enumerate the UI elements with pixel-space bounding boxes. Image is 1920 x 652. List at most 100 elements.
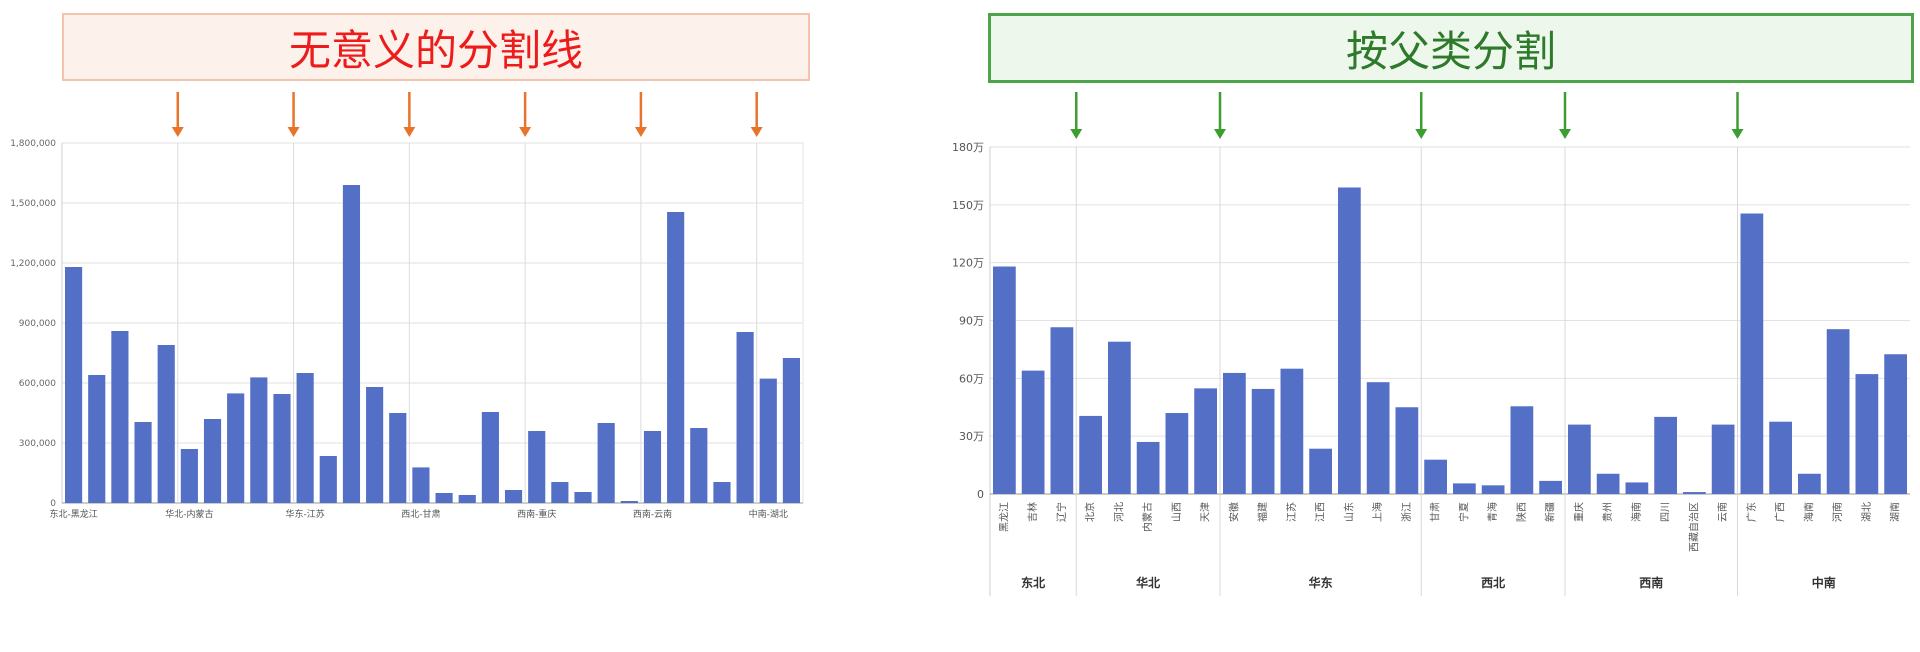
left-bar — [296, 373, 314, 503]
left-bar — [690, 428, 708, 503]
right-x-tick-label: 辽宁 — [1055, 502, 1068, 522]
left-y-tick-label: 1,500,000 — [10, 199, 56, 209]
right-group-arrow — [1559, 92, 1571, 139]
right-x-tick-label: 陕西 — [1515, 502, 1528, 522]
right-x-tick-label: 天津 — [1200, 502, 1212, 522]
right-x-tick-label: 海南 — [1802, 502, 1815, 522]
left-x-tick-label: 华北-内蒙古 — [165, 508, 213, 520]
right-y-tick-label: 60万 — [959, 372, 984, 385]
right-x-tick-label: 河北 — [1113, 502, 1125, 522]
right-x-tick-label: 黑龙江 — [997, 502, 1010, 532]
right-bar — [1338, 187, 1361, 494]
left-y-tick-label: 600,000 — [19, 379, 56, 389]
right-bar — [1855, 374, 1879, 494]
left-divider-arrow — [403, 92, 416, 137]
right-bar — [1079, 415, 1102, 494]
right-bar — [1309, 448, 1332, 494]
right-bar — [1568, 424, 1591, 494]
left-x-tick-label: 中南-湖北 — [749, 508, 788, 520]
right-title: 按父类分割 — [988, 13, 1914, 83]
right-x-tick-label: 上海 — [1371, 502, 1384, 522]
left-bar — [551, 482, 569, 503]
left-bar — [134, 422, 152, 503]
right-bar — [1366, 382, 1390, 494]
left-bar — [528, 431, 546, 503]
left-divider-arrow — [750, 92, 763, 137]
right-group-arrow — [1415, 92, 1428, 139]
right-group-arrow — [1731, 92, 1744, 139]
right-x-tick-label: 江西 — [1315, 502, 1327, 522]
left-bar — [574, 492, 592, 503]
left-divider-arrow — [519, 92, 532, 137]
left-bar — [481, 412, 499, 503]
left-bar — [366, 387, 384, 503]
right-y-tick-label: 90万 — [959, 315, 984, 328]
right-group-label: 华东 — [1309, 575, 1333, 590]
right-bar — [1136, 441, 1160, 494]
left-bar — [412, 467, 430, 503]
right-x-tick-label: 四川 — [1661, 502, 1672, 522]
right-bar — [1769, 421, 1792, 494]
right-x-tick-label: 浙江 — [1401, 502, 1413, 522]
right-y-tick-label: 150万 — [952, 199, 984, 212]
right-bar — [1251, 388, 1275, 494]
left-bar — [227, 393, 245, 503]
right-bar — [1510, 406, 1534, 494]
left-bar — [157, 345, 175, 503]
left-divider-arrow — [634, 92, 647, 137]
right-group-label: 东北 — [1021, 575, 1045, 590]
right-bar — [1050, 327, 1074, 494]
right-y-tick-label: 30万 — [959, 430, 984, 443]
right-x-tick-label: 海南 — [1630, 502, 1643, 522]
right-bar — [1654, 416, 1677, 494]
right-bar — [1596, 473, 1620, 494]
left-bar — [435, 493, 453, 503]
right-x-tick-label: 广东 — [1745, 502, 1758, 522]
left-bar — [319, 456, 337, 503]
left-x-tick-label: 西南-重庆 — [517, 508, 556, 520]
right-group-label: 华北 — [1136, 575, 1160, 590]
right-bar — [1826, 329, 1850, 494]
right-y-tick-label: 120万 — [952, 257, 984, 270]
right-bar — [1108, 341, 1131, 494]
right-x-tick-label: 云南 — [1716, 502, 1729, 522]
right-x-tick-label: 福建 — [1256, 502, 1269, 522]
left-bar — [458, 495, 476, 503]
right-bar — [1683, 492, 1706, 494]
right-x-tick-label: 湖南 — [1889, 502, 1902, 522]
left-bar — [203, 419, 222, 503]
left-y-tick-label: 1,200,000 — [10, 259, 56, 269]
right-x-tick-label: 新疆 — [1544, 502, 1557, 522]
left-bar — [782, 358, 800, 503]
right-x-tick-label: 重庆 — [1572, 502, 1585, 522]
right-y-tick-label: 0 — [977, 488, 984, 501]
right-x-tick-label: 宁夏 — [1457, 502, 1470, 522]
right-x-tick-label: 湖北 — [1861, 502, 1873, 522]
right-group-arrow — [1214, 92, 1226, 139]
right-x-tick-label: 北京 — [1084, 502, 1097, 522]
left-bar — [88, 375, 106, 503]
left-x-tick-label: 华东-江苏 — [286, 508, 325, 520]
right-bar — [1424, 459, 1447, 494]
right-bar — [1453, 483, 1476, 494]
right-x-tick-label: 广西 — [1775, 502, 1787, 522]
left-bar — [342, 185, 361, 503]
right-group-arrow — [1070, 92, 1083, 139]
right-x-tick-label: 山西 — [1171, 502, 1183, 522]
left-bar — [667, 212, 685, 503]
right-x-tick-label: 安徽 — [1227, 502, 1240, 522]
right-bar — [1711, 424, 1735, 494]
left-bar — [111, 331, 129, 503]
left-bar — [389, 413, 407, 503]
right-group-label: 西南 — [1639, 575, 1663, 590]
right-bar — [1481, 485, 1505, 494]
left-x-tick-label: 东北-黑龙江 — [49, 508, 97, 520]
left-divider-arrow — [171, 92, 184, 137]
left-bar — [180, 449, 198, 503]
right-x-tick-label: 河南 — [1831, 502, 1844, 522]
left-bar — [736, 332, 754, 503]
left-y-tick-label: 300,000 — [19, 439, 56, 449]
right-bar — [1539, 480, 1562, 494]
right-x-tick-label: 甘肃 — [1429, 502, 1442, 522]
